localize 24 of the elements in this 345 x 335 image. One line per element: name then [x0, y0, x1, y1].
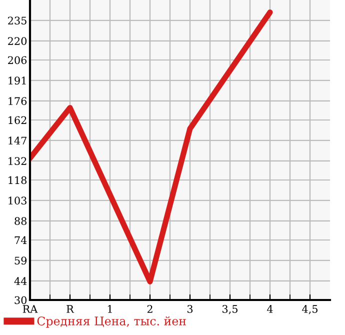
y-tick-label: 103	[8, 196, 26, 205]
y-tick-label: 191	[8, 76, 26, 85]
y-tick-label: 30	[14, 296, 27, 304]
y-tick-label: 206	[8, 56, 27, 64]
x-tick-label: 2	[147, 305, 152, 313]
y-tick-label: 118	[8, 176, 27, 184]
x-tick-label: 3	[187, 305, 193, 313]
x-tick-label: 1	[108, 305, 112, 313]
x-tick-label: RA	[22, 305, 38, 313]
y-tick-label: 44	[14, 277, 27, 285]
x-tick-label: 3,5	[222, 305, 238, 314]
y-tick-label: 59	[14, 256, 27, 265]
y-tick-label: 176	[8, 97, 27, 106]
x-tick-label: 4	[267, 305, 273, 313]
y-tick-label: 74	[14, 236, 27, 244]
y-tick-label: 88	[14, 217, 27, 226]
legend-label: Средняя Цена, тыс. йен	[37, 316, 186, 328]
x-tick-label: 4,5	[302, 305, 318, 314]
y-tick-label: 132	[8, 157, 26, 166]
y-tick-label: 147	[8, 136, 26, 144]
y-tick-label: 220	[8, 37, 27, 46]
y-tick-label: 235	[8, 16, 26, 25]
x-tick-label: R	[66, 305, 74, 313]
y-tick-label: 162	[8, 116, 26, 124]
